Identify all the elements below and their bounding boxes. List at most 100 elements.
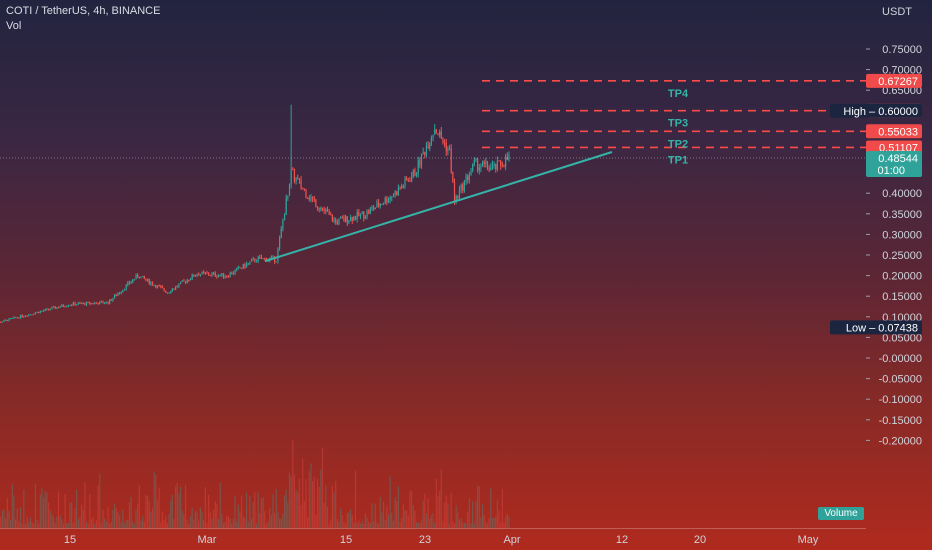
volume-bar: [288, 472, 291, 528]
candle-body: [325, 209, 327, 212]
volume-bar: [434, 522, 436, 528]
candle-body: [107, 301, 109, 304]
volume-bar: [229, 518, 231, 528]
candle-body: [270, 256, 272, 259]
candle-body: [279, 237, 281, 249]
candle-body: [231, 272, 233, 275]
candle-body: [178, 283, 180, 287]
candle-body: [392, 195, 395, 197]
volume-bar: [28, 522, 30, 528]
candle-body: [361, 211, 363, 214]
volume-bar: [97, 485, 99, 528]
candle-body: [208, 273, 210, 276]
candle-body: [5, 319, 7, 321]
candle-body: [292, 169, 294, 171]
volume-bar: [490, 487, 492, 528]
candle-body: [193, 274, 195, 277]
volume-bar: [206, 522, 208, 528]
volume-bar: [391, 512, 393, 528]
candle-body: [412, 170, 414, 177]
candle-body: [170, 291, 172, 293]
candle-body: [250, 259, 253, 262]
candle-body: [161, 287, 164, 289]
candle-body: [99, 301, 101, 305]
candle-body: [89, 302, 91, 304]
candle-body: [312, 197, 314, 199]
candle-body: [448, 148, 451, 150]
volume-bar: [82, 509, 84, 528]
candle-body: [340, 217, 342, 219]
candle-body: [260, 257, 263, 260]
candle-body: [501, 165, 503, 167]
volume-bar: [107, 507, 109, 528]
volume-bar: [237, 504, 239, 528]
volume-bar: [358, 520, 360, 528]
volume-bar: [241, 496, 243, 528]
candle-body: [62, 304, 65, 307]
candle-body: [140, 276, 142, 279]
candle-body: [241, 268, 243, 270]
candle-body: [84, 302, 86, 305]
candle-body: [465, 176, 467, 182]
y-tick-label: -0.05000: [879, 374, 922, 386]
volume-bar: [76, 489, 78, 528]
high-tag: High – 0.60000: [830, 103, 922, 118]
candle-body: [166, 292, 168, 294]
volume-bar: [178, 493, 180, 528]
volume-bar: [143, 521, 145, 528]
volume-bar: [57, 491, 60, 528]
candle-body: [349, 217, 352, 221]
candle-body: [158, 285, 160, 287]
volume-bar: [333, 492, 335, 528]
volume-bar: [402, 504, 404, 528]
x-tick-label: Apr: [503, 534, 520, 546]
volume-bar: [394, 497, 396, 528]
candle-body: [490, 167, 492, 171]
volume-bar: [326, 506, 329, 528]
candle-body: [115, 294, 117, 296]
candle-body: [326, 209, 329, 212]
candle-body: [320, 207, 322, 210]
candle-body: [74, 302, 76, 306]
volume-bar: [11, 484, 13, 528]
candle-body: [272, 256, 274, 258]
candle-body: [457, 195, 459, 198]
volume-bar: [452, 521, 454, 528]
candle-body: [148, 279, 150, 285]
volume-bar: [331, 485, 333, 528]
candle-body: [478, 167, 480, 171]
volume-bar: [125, 520, 127, 528]
last-price-tag-bg: [866, 150, 922, 177]
candle-body: [246, 263, 248, 268]
volume-bar: [208, 494, 210, 528]
volume-bar: [201, 511, 203, 528]
candle-body: [67, 305, 69, 307]
candle-body: [452, 172, 454, 183]
candle-body: [176, 286, 178, 288]
candle-body: [16, 317, 18, 319]
volume-bar: [59, 515, 61, 528]
price-tag-tp1-bg: [866, 140, 922, 155]
candle-body: [127, 282, 129, 285]
y-tick-label: -0.00000: [879, 353, 922, 365]
candle-body: [343, 217, 345, 222]
volume-bar: [122, 510, 124, 528]
volume-bar: [48, 502, 50, 528]
candle-body: [420, 153, 423, 166]
candle-body: [94, 302, 96, 304]
candle-body: [137, 274, 139, 277]
candle-body: [79, 302, 81, 304]
candle-body: [76, 304, 78, 306]
volume-bar: [33, 523, 35, 528]
y-tick-label: -0.10000: [879, 394, 922, 406]
volume-bar: [292, 439, 294, 528]
candle-body: [41, 310, 43, 312]
volume-bar: [374, 503, 376, 528]
volume-bar: [170, 500, 172, 528]
volume-bar: [10, 520, 12, 528]
volume-bar: [429, 518, 431, 528]
volume-bar: [341, 515, 343, 528]
candle-body: [353, 216, 355, 221]
volume-bar: [508, 516, 510, 528]
